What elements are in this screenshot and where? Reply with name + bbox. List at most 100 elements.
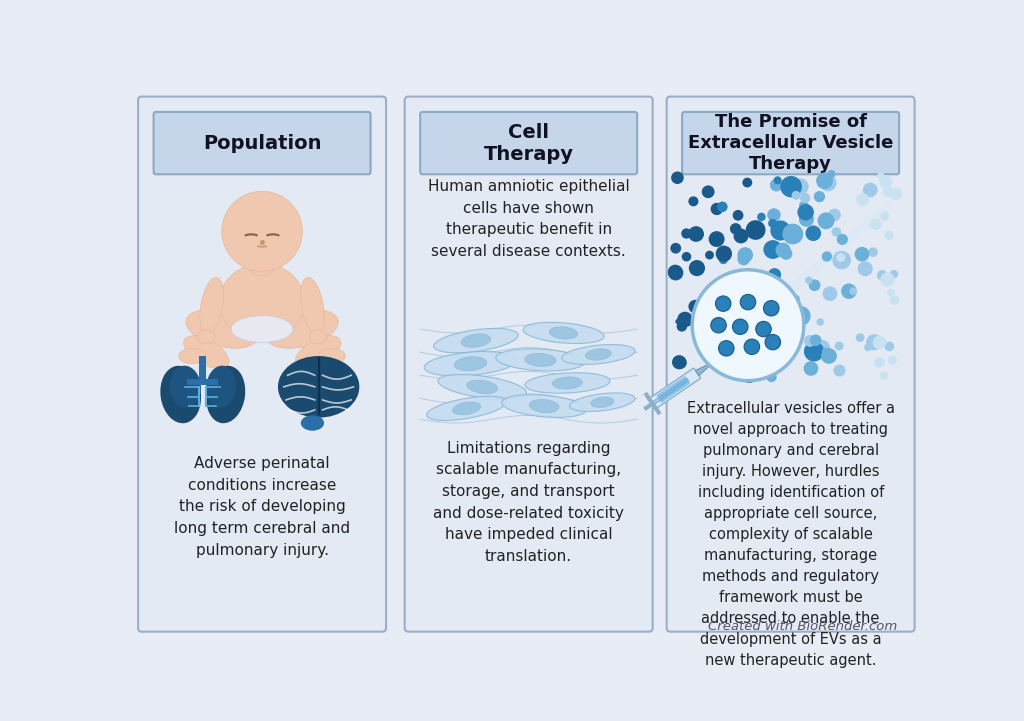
Circle shape (791, 306, 811, 326)
Circle shape (885, 342, 894, 351)
Circle shape (767, 329, 780, 342)
Circle shape (799, 201, 809, 211)
Circle shape (814, 340, 830, 356)
Circle shape (866, 335, 883, 350)
Circle shape (719, 255, 728, 264)
Circle shape (721, 331, 738, 348)
Ellipse shape (427, 397, 507, 420)
Ellipse shape (502, 394, 587, 417)
Circle shape (857, 261, 872, 276)
Circle shape (890, 296, 899, 305)
Circle shape (759, 322, 771, 335)
Circle shape (855, 247, 869, 262)
Circle shape (880, 175, 893, 188)
Circle shape (768, 219, 777, 228)
Circle shape (819, 174, 837, 191)
Circle shape (800, 193, 810, 203)
Circle shape (790, 306, 799, 315)
Circle shape (745, 220, 766, 240)
Polygon shape (649, 368, 700, 409)
Circle shape (737, 253, 750, 265)
Circle shape (828, 208, 841, 221)
Circle shape (676, 319, 681, 324)
Circle shape (804, 335, 816, 347)
Ellipse shape (231, 316, 293, 342)
Circle shape (804, 342, 824, 361)
Ellipse shape (525, 373, 610, 393)
Circle shape (681, 229, 691, 239)
Text: Extracellular vesicles offer a
novel approach to treating
pulmonary and cerebral: Extracellular vesicles offer a novel app… (687, 401, 895, 668)
FancyBboxPatch shape (154, 112, 371, 174)
Circle shape (764, 301, 779, 316)
Ellipse shape (455, 357, 486, 371)
Circle shape (719, 340, 734, 356)
Circle shape (780, 247, 793, 260)
Ellipse shape (467, 380, 498, 394)
Text: Cell
Therapy: Cell Therapy (483, 123, 573, 164)
Circle shape (709, 295, 718, 304)
Circle shape (774, 176, 781, 185)
Circle shape (874, 358, 885, 368)
Circle shape (701, 185, 715, 198)
Circle shape (668, 265, 683, 280)
Circle shape (740, 294, 756, 310)
Circle shape (792, 191, 801, 200)
Circle shape (733, 229, 749, 244)
Circle shape (863, 182, 878, 198)
Circle shape (762, 304, 781, 323)
Circle shape (692, 270, 804, 381)
Circle shape (837, 234, 848, 245)
Circle shape (890, 188, 902, 200)
Circle shape (711, 317, 726, 333)
Circle shape (682, 252, 691, 262)
Circle shape (804, 361, 818, 376)
Circle shape (799, 212, 814, 227)
Circle shape (810, 335, 821, 346)
Bar (187, 379, 218, 385)
Circle shape (671, 243, 681, 254)
Ellipse shape (549, 327, 578, 339)
Circle shape (717, 202, 728, 212)
Circle shape (732, 210, 743, 221)
Circle shape (738, 299, 746, 307)
Ellipse shape (562, 345, 635, 364)
Circle shape (770, 221, 791, 241)
Circle shape (887, 289, 895, 297)
Circle shape (732, 319, 745, 332)
Ellipse shape (591, 397, 613, 407)
Circle shape (798, 204, 814, 221)
Circle shape (750, 323, 765, 337)
Circle shape (779, 336, 787, 343)
Ellipse shape (586, 349, 611, 360)
Circle shape (759, 307, 766, 314)
Text: The Promise of
Extracellular Vesicle
Therapy: The Promise of Extracellular Vesicle The… (688, 113, 893, 173)
Ellipse shape (553, 377, 583, 389)
Circle shape (721, 319, 736, 335)
Polygon shape (656, 376, 690, 403)
Circle shape (688, 196, 698, 206)
Circle shape (780, 176, 802, 198)
Circle shape (834, 365, 846, 376)
Circle shape (881, 273, 895, 287)
Circle shape (821, 252, 833, 262)
Circle shape (882, 216, 887, 221)
Circle shape (756, 322, 771, 337)
Circle shape (816, 172, 833, 189)
Ellipse shape (309, 329, 327, 344)
Text: Population: Population (203, 133, 322, 153)
FancyBboxPatch shape (682, 112, 899, 174)
Circle shape (671, 172, 684, 184)
Circle shape (709, 231, 725, 247)
Ellipse shape (496, 349, 585, 371)
Circle shape (766, 371, 776, 382)
Circle shape (805, 277, 813, 284)
Ellipse shape (424, 352, 517, 376)
Circle shape (817, 213, 835, 229)
Circle shape (763, 240, 782, 259)
Circle shape (760, 299, 779, 319)
Circle shape (775, 243, 791, 257)
Ellipse shape (206, 366, 236, 408)
Ellipse shape (295, 336, 341, 368)
Ellipse shape (198, 329, 215, 344)
Circle shape (822, 348, 829, 355)
